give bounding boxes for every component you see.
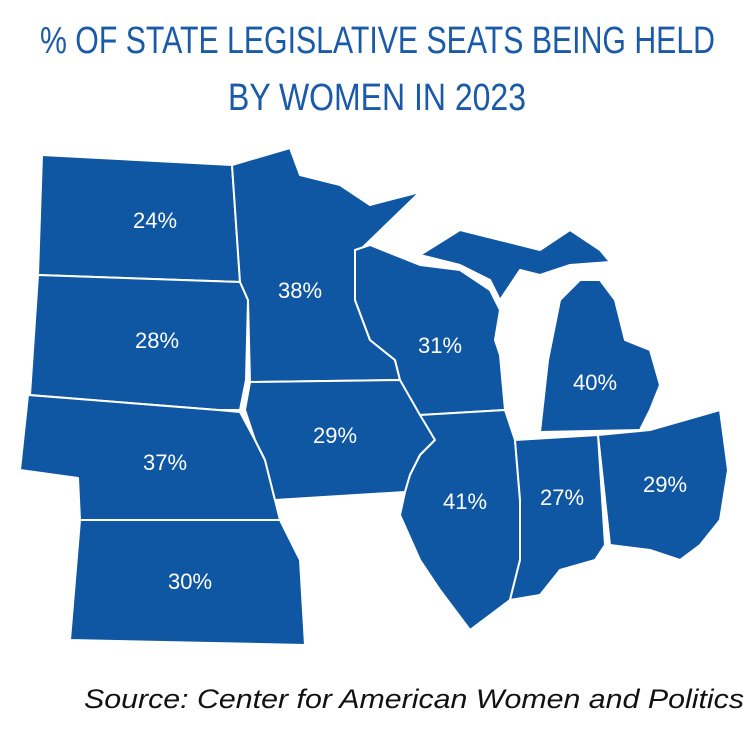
region-label: 24% [133, 208, 177, 233]
region-label: 40% [573, 370, 617, 395]
region-label: 31% [418, 333, 462, 358]
title-line: % OF STATE LEGISLATIVE SEATS BEING HELD [40, 20, 715, 62]
title-line: BY WOMEN IN 2023 [228, 77, 526, 119]
states [19, 147, 729, 646]
region-label: 29% [313, 423, 357, 448]
region-label: 38% [278, 278, 322, 303]
state [354, 244, 506, 416]
state [539, 279, 661, 433]
region-label: 37% [143, 450, 187, 475]
region-label: 29% [643, 472, 687, 497]
region-label: 30% [168, 569, 212, 594]
region-label: 41% [443, 489, 487, 514]
state [509, 434, 606, 601]
state [69, 519, 306, 646]
state [419, 229, 611, 301]
source: Source: Center for American Women and Po… [84, 684, 744, 714]
region-label: 27% [540, 485, 584, 510]
state [597, 409, 729, 561]
region-label: 28% [135, 328, 179, 353]
